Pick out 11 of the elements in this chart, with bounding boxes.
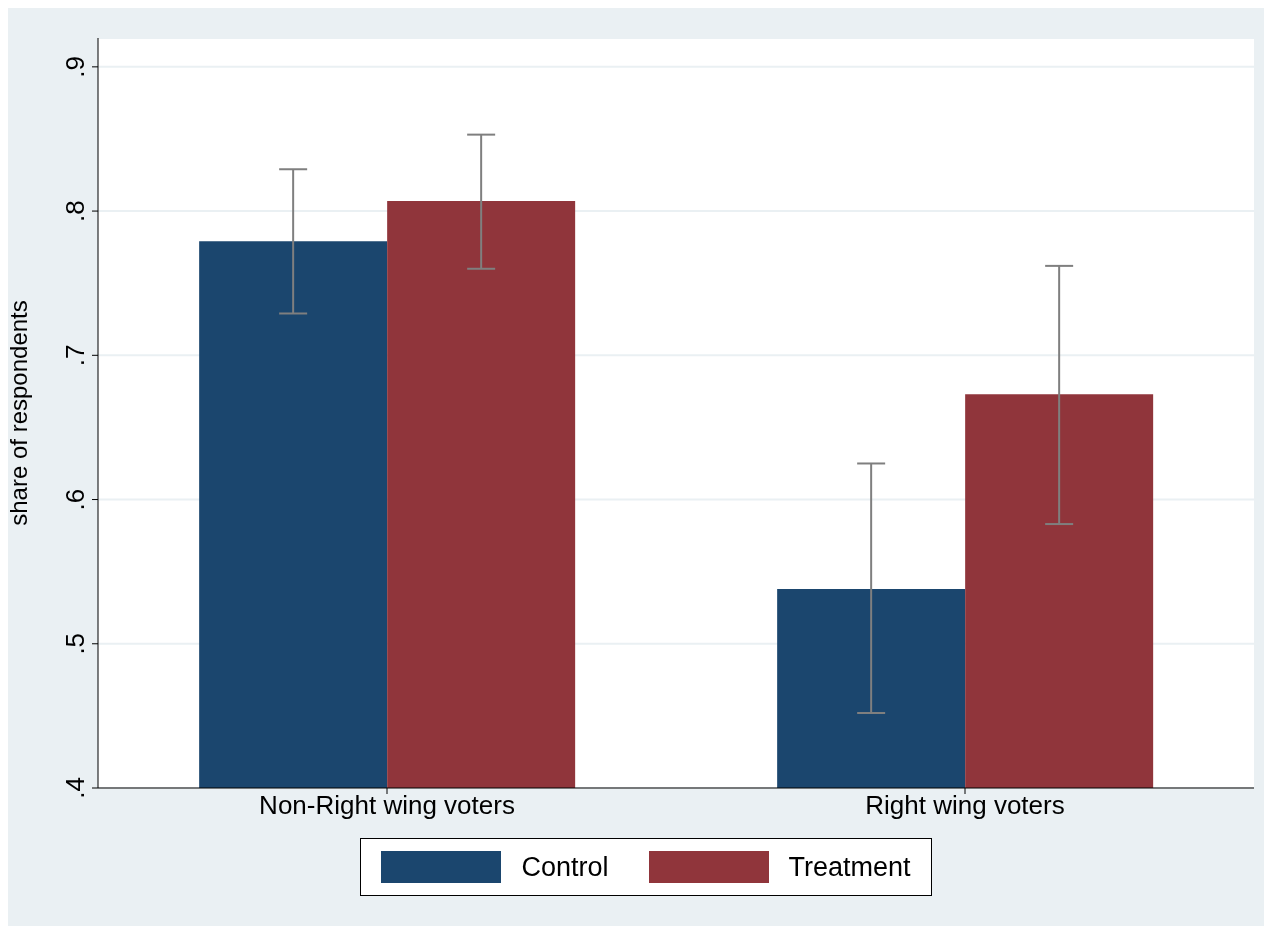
y-tick-label: .4 bbox=[60, 777, 90, 799]
y-tick-label: .9 bbox=[60, 56, 90, 78]
legend-label: Control bbox=[521, 851, 609, 883]
y-tick-label: .8 bbox=[60, 200, 90, 222]
y-tick-label: .6 bbox=[60, 488, 90, 511]
y-axis-title: share of respondents bbox=[4, 300, 32, 526]
x-tick-label: Right wing voters bbox=[865, 790, 1065, 821]
y-tick-label: .5 bbox=[60, 632, 90, 655]
y-tick-label: .7 bbox=[60, 344, 90, 367]
x-tick-label: Non-Right wing voters bbox=[259, 790, 515, 821]
legend-label: Treatment bbox=[788, 851, 911, 883]
